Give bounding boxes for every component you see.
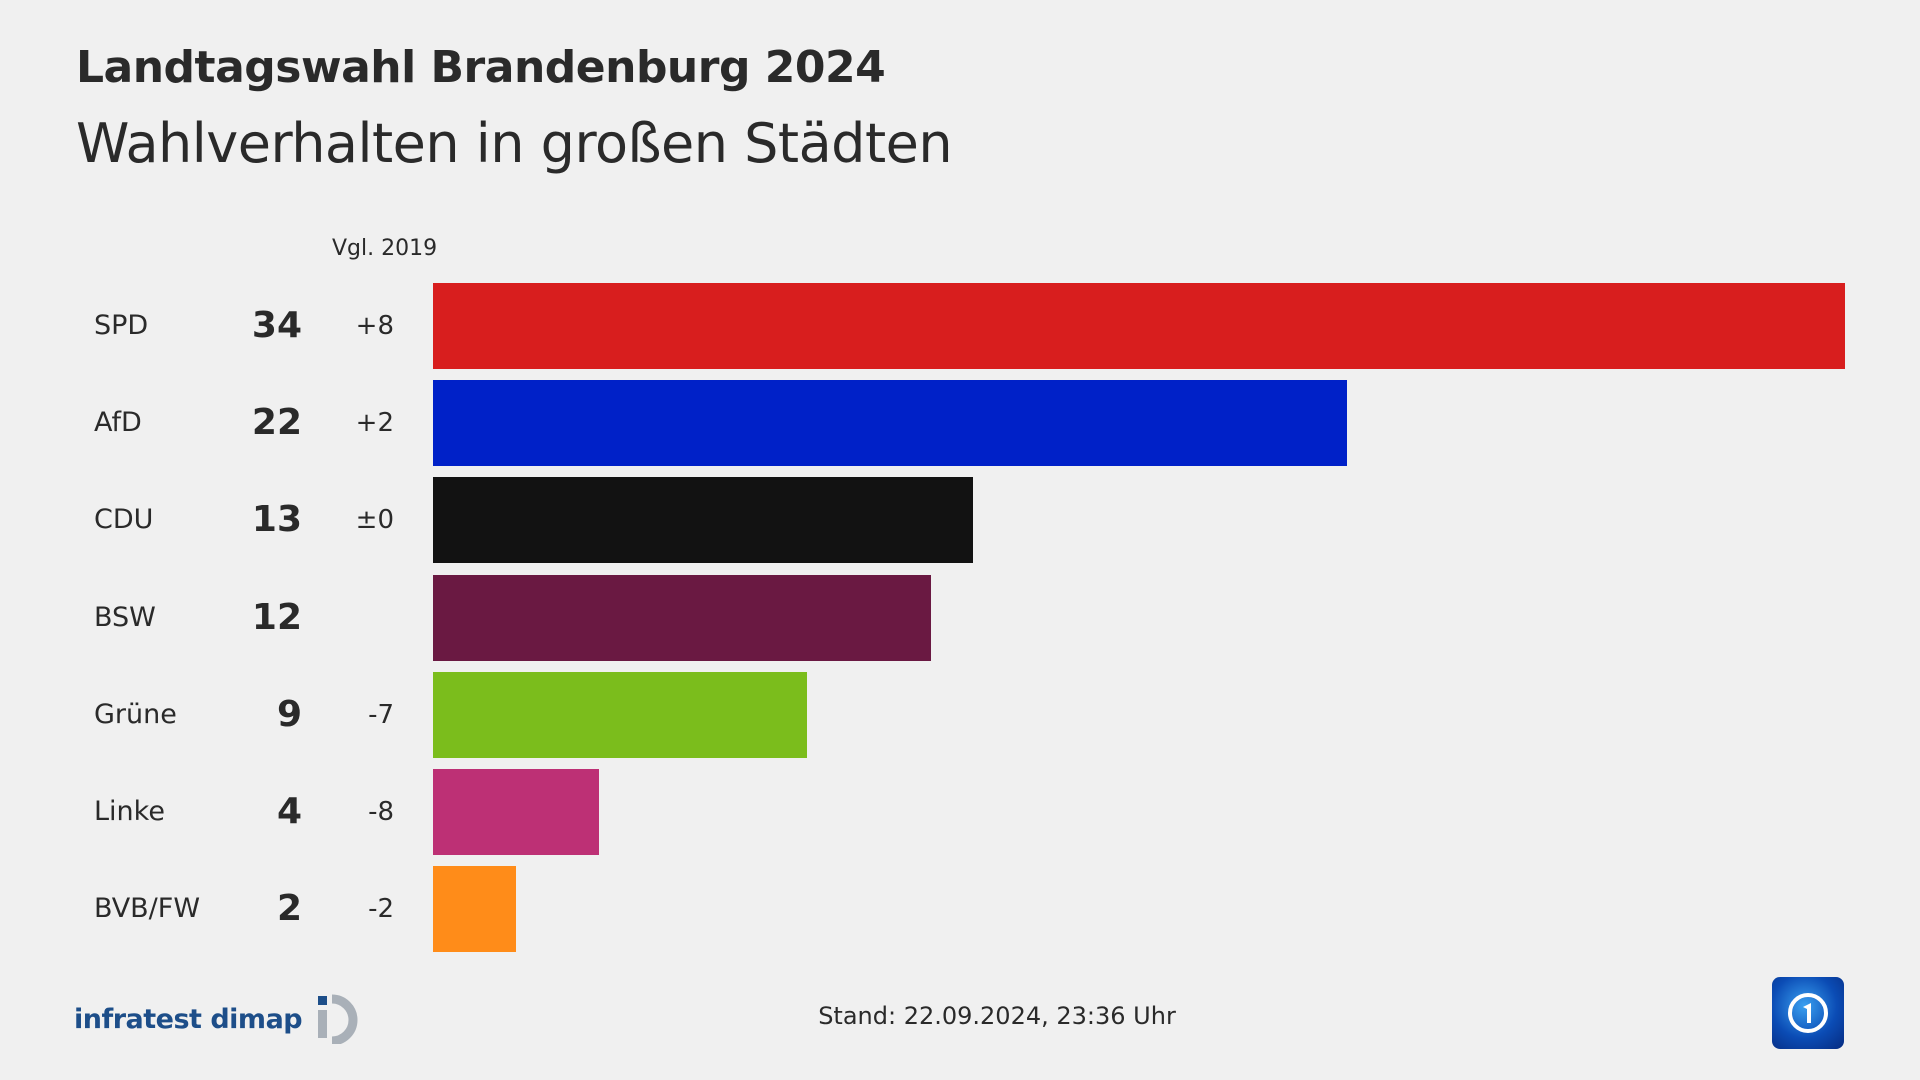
party-label: BSW — [94, 601, 156, 633]
change-label: +2 — [355, 408, 394, 439]
value-label: 34 — [251, 305, 302, 346]
party-label: Linke — [94, 796, 165, 827]
chart-title: Landtagswahl Brandenburg 2024 — [76, 42, 886, 93]
change-label: -8 — [368, 797, 394, 827]
party-label: CDU — [94, 504, 154, 536]
party-label: SPD — [94, 310, 149, 341]
party-label: BVB/FW — [94, 893, 201, 925]
value-label: 22 — [251, 402, 302, 444]
timestamp: Stand: 22.09.2024, 23:36 Uhr — [818, 1002, 1176, 1030]
infratest-logo-icon — [318, 994, 358, 1044]
bar-cdu — [433, 477, 973, 564]
chart-subtitle: Wahlverhalten in großen Städten — [76, 112, 953, 175]
change-label: +8 — [355, 311, 394, 341]
tagesschau-logo-icon — [1772, 977, 1844, 1049]
change-label: -7 — [368, 699, 394, 730]
bar-bsw — [433, 574, 932, 661]
value-label: 2 — [276, 888, 302, 930]
infratest-dimap-logo: infratest dimap — [74, 994, 362, 1044]
bar-grne — [433, 671, 807, 758]
source-label: infratest dimap — [74, 1003, 303, 1035]
bar-spd — [433, 283, 1845, 369]
party-label: AfD — [94, 407, 142, 439]
value-label: 9 — [276, 693, 302, 735]
party-label: Grüne — [94, 698, 177, 730]
bar-afd — [433, 380, 1347, 467]
bar-bvbfw — [433, 866, 517, 953]
change-label: ±0 — [355, 505, 394, 536]
change-header: Vgl. 2019 — [332, 236, 438, 261]
value-label: 12 — [251, 596, 302, 638]
change-label — [330, 575, 394, 661]
change-label: -2 — [368, 894, 394, 925]
bar-linke — [433, 769, 600, 855]
value-label: 13 — [251, 499, 302, 541]
value-label: 4 — [276, 791, 302, 832]
